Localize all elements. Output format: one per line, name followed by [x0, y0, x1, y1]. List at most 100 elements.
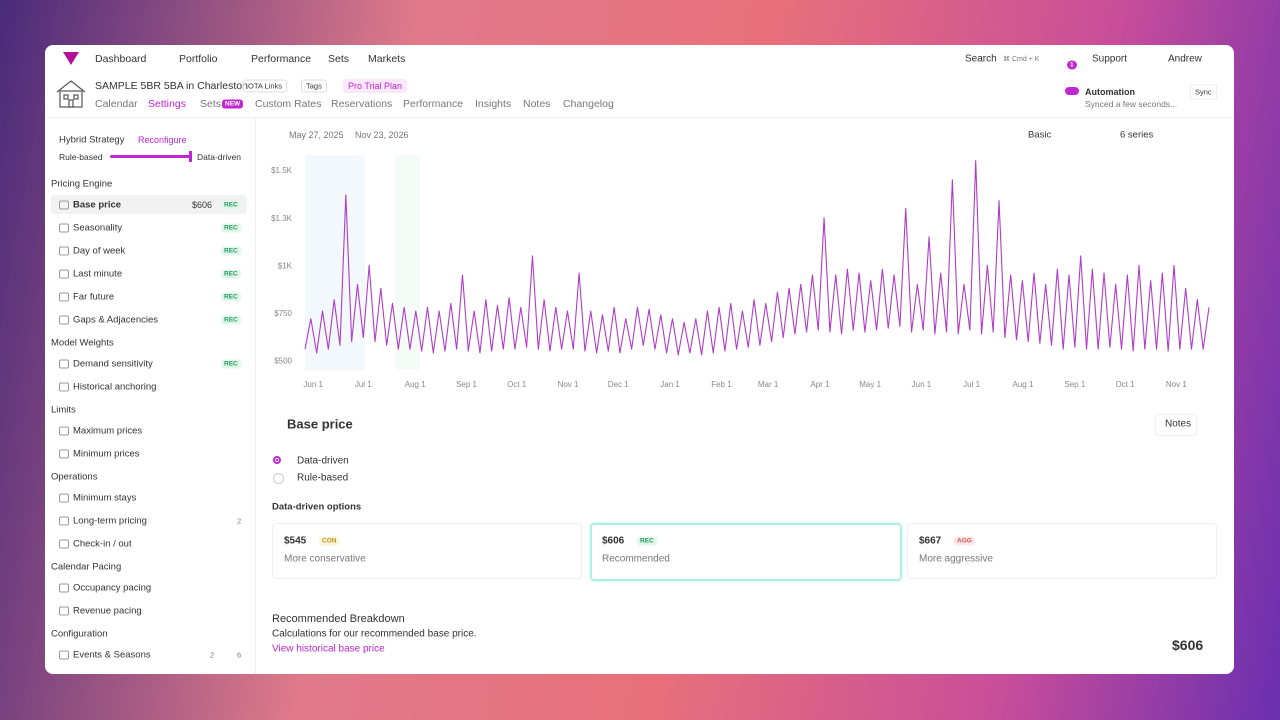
view-select[interactable]: Basic	[1028, 129, 1052, 141]
item-icon	[59, 539, 69, 549]
chip[interactable]: Tags	[301, 79, 327, 93]
item-value: $606	[192, 200, 213, 210]
history-link[interactable]: View historical base price	[272, 643, 385, 655]
radio-selected[interactable]	[273, 456, 281, 464]
rec-badge: REC	[221, 269, 241, 279]
series-select[interactable]: 6 series	[1120, 129, 1154, 141]
sidebar-item[interactable]: Long-term pricing	[73, 515, 147, 527]
sidebar-item[interactable]: Maximum prices	[73, 425, 143, 437]
search[interactable]: Search	[965, 53, 997, 65]
breakdown-title: Recommended Breakdown	[272, 613, 405, 625]
sidebar-item[interactable]: Check-in / out	[73, 538, 132, 550]
breakdown-value: $606	[1172, 637, 1204, 653]
automation-status: Synced a few seconds...	[1085, 99, 1178, 109]
option-card[interactable]	[272, 523, 582, 579]
notes-button[interactable]: Notes	[1165, 418, 1192, 430]
tab[interactable]: Performance	[403, 98, 464, 110]
tab[interactable]: Sets	[200, 98, 222, 110]
item-icon	[59, 223, 69, 233]
notes-button-frame[interactable]	[1155, 414, 1197, 436]
header-divider	[45, 117, 1234, 118]
date-start[interactable]: May 27, 2025	[289, 130, 344, 140]
sidebar-item[interactable]: Minimum stays	[73, 492, 137, 504]
radio-label[interactable]: Data-driven	[297, 455, 349, 467]
nav-item[interactable]: Sets	[328, 53, 350, 65]
y-tick-label: $1K	[278, 261, 293, 270]
y-tick-label: $1.5K	[271, 166, 293, 175]
tab[interactable]: Changelog	[563, 98, 614, 110]
x-tick-label: Aug 1	[405, 380, 426, 389]
x-tick-label: Jul 1	[963, 380, 980, 389]
user-menu[interactable]: Andrew	[1168, 53, 1202, 65]
sidebar-item[interactable]: Historical anchoring	[73, 381, 157, 393]
nav-item[interactable]: Dashboard	[95, 53, 147, 65]
slider-handle[interactable]	[189, 151, 192, 162]
automation-label: Automation	[1085, 87, 1135, 97]
section-title: Model Weights	[51, 337, 114, 349]
item-icon	[59, 246, 69, 256]
nav-item[interactable]: Portfolio	[179, 53, 218, 65]
sidebar-item[interactable]: Seasonality	[73, 222, 123, 234]
tab[interactable]: Custom Rates	[255, 98, 322, 110]
sidebar-item[interactable]: Demand sensitivity	[73, 358, 153, 370]
tab[interactable]: Settings	[148, 98, 186, 110]
y-tick-label: $750	[274, 309, 292, 318]
property-icon	[56, 80, 86, 108]
section-title: Configuration	[51, 628, 108, 640]
item-icon	[59, 315, 69, 325]
sync-button[interactable]: Sync	[1190, 84, 1217, 100]
nav-item[interactable]: Markets	[368, 53, 406, 65]
section-title: Pricing Engine	[51, 178, 113, 190]
sidebar-item[interactable]: Far future	[73, 291, 115, 303]
item-icon	[59, 516, 69, 526]
x-tick-label: Nov 1	[1166, 380, 1187, 389]
item-count: 2	[237, 516, 242, 526]
item-icon	[59, 382, 69, 392]
radio-label[interactable]: Rule-based	[297, 472, 349, 484]
price-line	[304, 160, 1210, 356]
item-icon	[59, 650, 69, 660]
option-card[interactable]	[907, 523, 1217, 579]
x-tick-label: Jun 1	[912, 380, 932, 389]
card-desc: More aggressive	[919, 553, 993, 565]
section-title: Operations	[51, 471, 98, 483]
logo[interactable]	[63, 52, 79, 66]
date-end[interactable]: Nov 23, 2026	[355, 130, 409, 140]
rec-badge: REC	[221, 292, 241, 302]
tab[interactable]: Reservations	[331, 98, 393, 110]
automation-toggle[interactable]	[1065, 87, 1079, 95]
property-name: SAMPLE 5BR 5BA in Charleston	[95, 80, 248, 92]
reconfigure-link[interactable]: Reconfigure	[138, 135, 187, 145]
sidebar-item[interactable]: Occupancy pacing	[73, 582, 152, 594]
chip[interactable]: OTA Links	[243, 79, 288, 93]
sidebar-item[interactable]: Last minute	[73, 268, 123, 280]
sidebar-item[interactable]: Base price	[73, 199, 122, 211]
nav-item[interactable]: Performance	[251, 53, 312, 65]
card-price: $606	[602, 535, 625, 547]
sidebar-item[interactable]: Revenue pacing	[73, 605, 142, 617]
radio[interactable]	[273, 473, 284, 484]
sidebar-item[interactable]: Events & Seasons	[73, 649, 151, 661]
card-desc: More conservative	[284, 553, 366, 565]
active-item	[51, 195, 247, 214]
tab[interactable]: Notes	[523, 98, 551, 110]
option-card[interactable]	[590, 523, 902, 581]
x-tick-label: Sep 1	[456, 380, 477, 389]
tab[interactable]: Insights	[475, 98, 512, 110]
notification-badge[interactable]: 1	[1067, 60, 1077, 70]
card-badge: AGG	[954, 536, 975, 546]
strategy-slider[interactable]	[110, 155, 192, 158]
y-tick-label: $500	[274, 357, 292, 366]
new-badge: NEW	[222, 99, 244, 109]
rec-badge: REC	[221, 315, 241, 325]
sidebar-item[interactable]: Gaps & Adjacencies	[73, 314, 159, 326]
sidebar-item[interactable]: Minimum prices	[73, 448, 140, 460]
support-menu[interactable]: Support	[1092, 53, 1128, 65]
sidebar-item[interactable]: Day of week	[73, 245, 126, 257]
x-tick-label: Jun 1	[303, 380, 323, 389]
item-icon	[59, 583, 69, 593]
item-icon	[59, 292, 69, 302]
x-tick-label: Sep 1	[1064, 380, 1085, 389]
tab[interactable]: Calendar	[95, 98, 138, 110]
card-price: $667	[919, 535, 942, 547]
